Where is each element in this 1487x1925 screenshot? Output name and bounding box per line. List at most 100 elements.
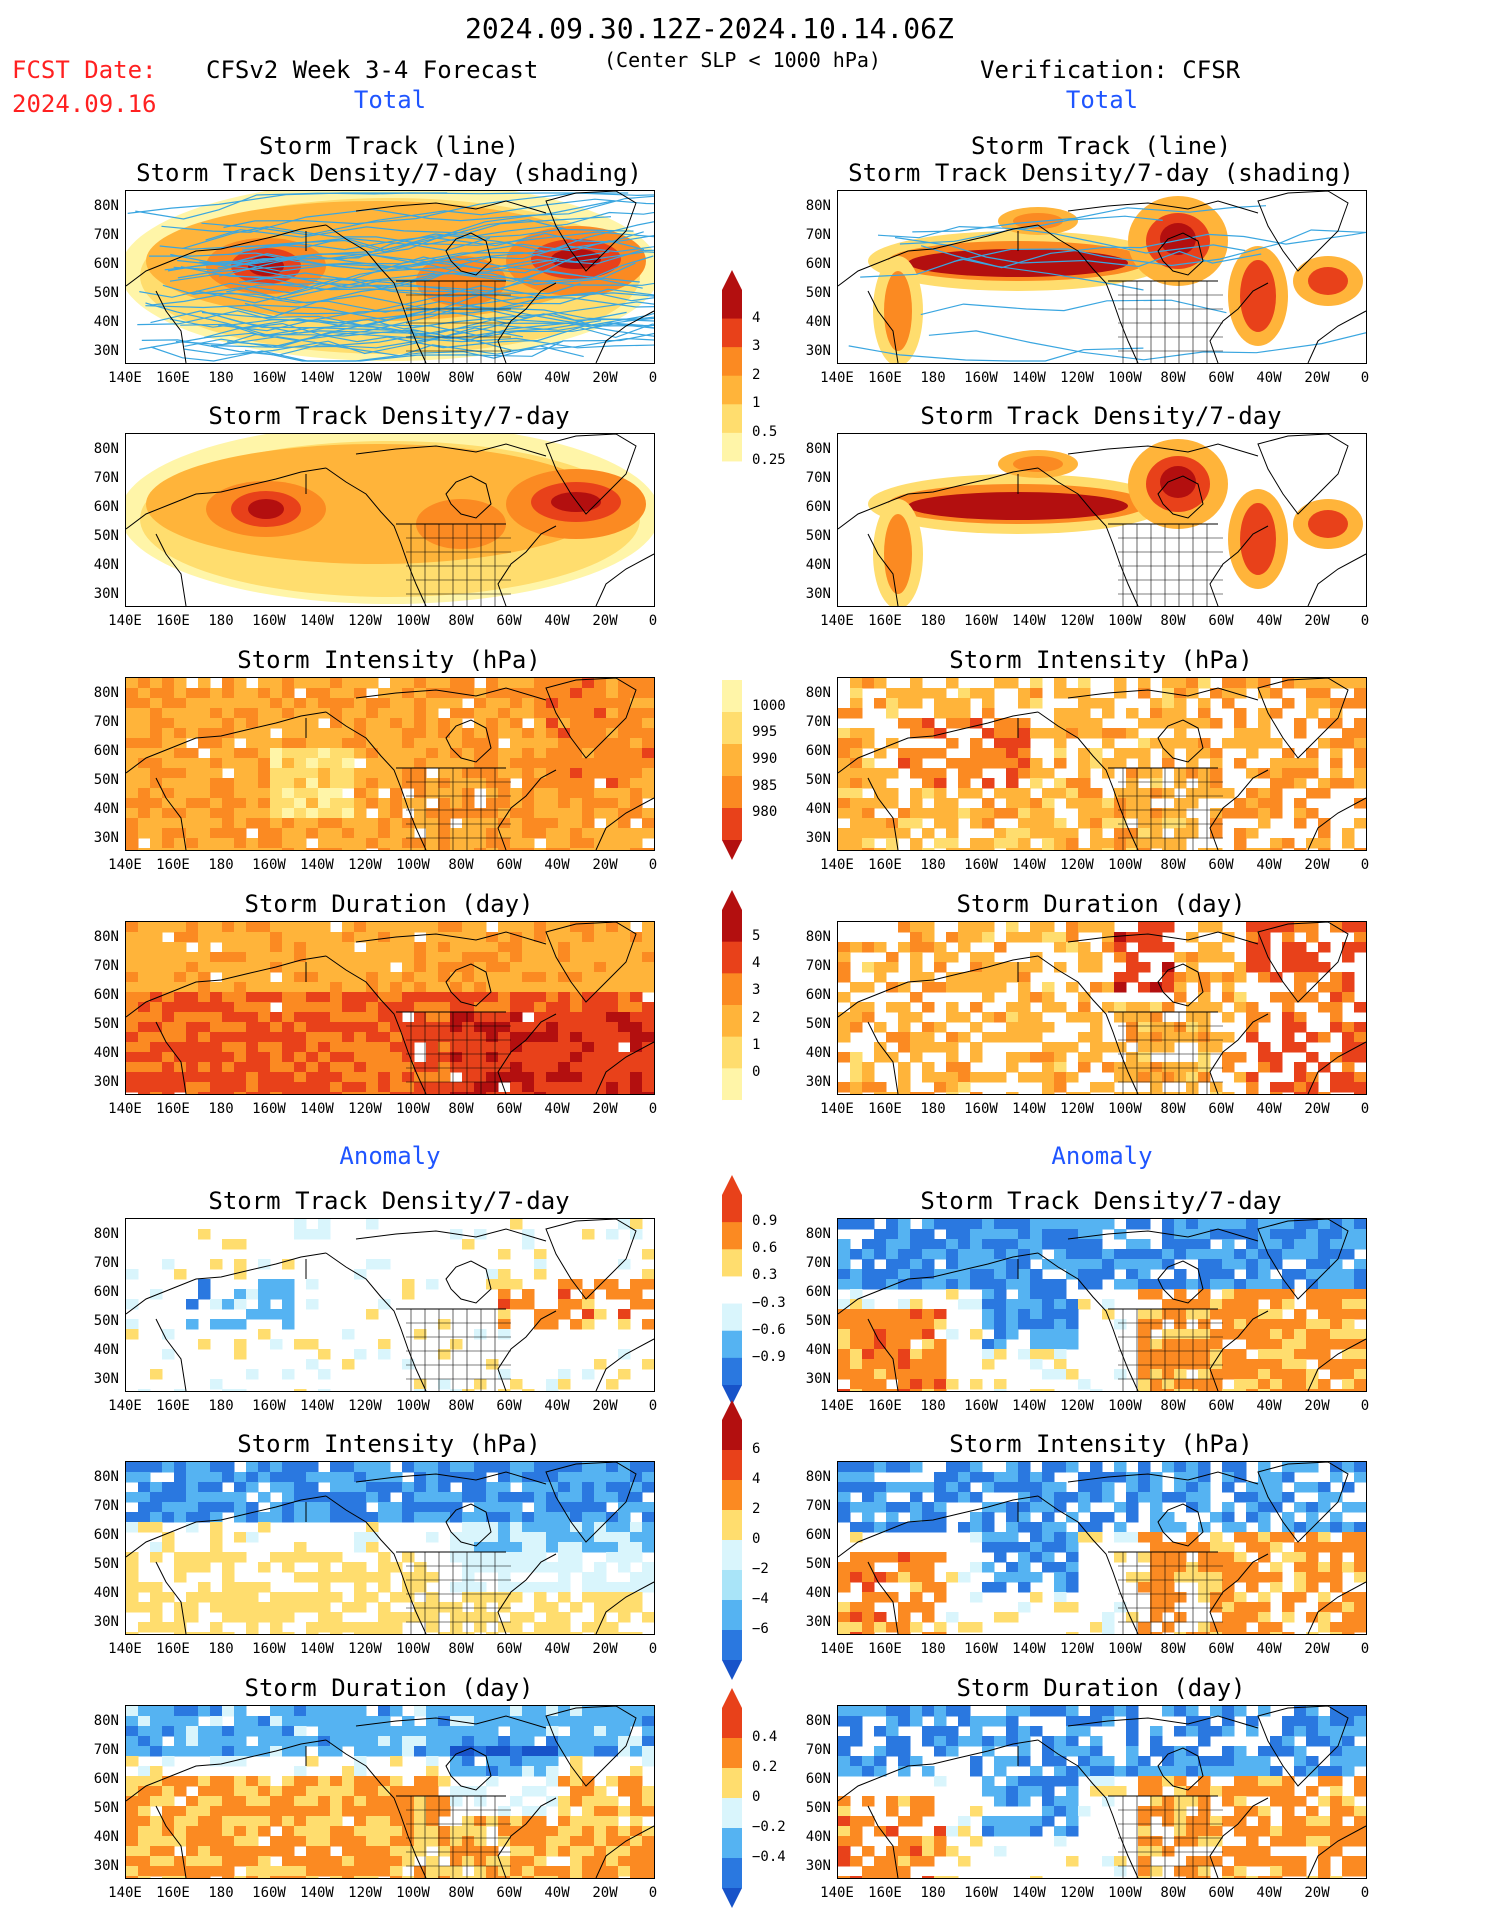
grid-cell: [462, 1012, 475, 1023]
grid-cell: [402, 828, 415, 839]
grid-cell: [1198, 1389, 1211, 1391]
grid-cell: [1162, 1522, 1175, 1533]
grid-cell: [982, 1072, 995, 1083]
grid-cell: [306, 1042, 319, 1053]
grid-cell: [294, 788, 307, 799]
grid-cell: [970, 1299, 983, 1310]
grid-cell: [970, 688, 983, 699]
grid-cell: [474, 962, 487, 973]
lon-tick-label: 140E: [820, 1101, 854, 1117]
grid-cell: [150, 1736, 163, 1747]
grid-cell: [462, 1532, 475, 1543]
grid-cell: [222, 1072, 235, 1083]
grid-cell: [910, 1249, 923, 1260]
grid-cell: [922, 848, 935, 850]
panel-title-line: Storm Track Density/7-day: [920, 1187, 1282, 1215]
grid-cell: [1114, 1319, 1127, 1330]
grid-cell: [862, 678, 875, 689]
grid-cell: [970, 808, 983, 819]
grid-cell: [354, 1532, 367, 1543]
grid-cell: [1054, 678, 1067, 689]
grid-cell: [850, 808, 863, 819]
grid-cell: [210, 688, 223, 699]
grid-cell: [1030, 1339, 1043, 1350]
grid-cell: [198, 848, 211, 850]
grid-cell: [570, 1756, 583, 1767]
grid-cell: [282, 1502, 295, 1513]
grid-cell: [850, 768, 863, 779]
grid-cell: [498, 778, 511, 789]
grid-cell: [462, 1052, 475, 1063]
grid-cell: [934, 1552, 947, 1563]
grid-cell: [922, 1329, 935, 1340]
grid-cell: [886, 1339, 899, 1350]
grid-cell: [910, 1622, 923, 1633]
grid-cell: [570, 718, 583, 729]
grid-cell: [234, 818, 247, 829]
grid-cell: [342, 758, 355, 769]
grid-cell: [426, 828, 439, 839]
grid-cell: [1090, 838, 1103, 849]
grid-cell: [294, 708, 307, 719]
grid-cell: [438, 1706, 451, 1717]
grid-cell: [922, 1582, 935, 1593]
grid-cell: [366, 738, 379, 749]
grid-cell: [1042, 788, 1055, 799]
grid-cell: [946, 678, 959, 689]
grid-cell: [354, 1786, 367, 1797]
grid-cell: [838, 1582, 851, 1593]
grid-cell: [378, 982, 391, 993]
grid-cell: [1042, 1532, 1055, 1543]
grid-cell: [594, 1592, 607, 1603]
grid-cell: [898, 1389, 911, 1391]
grid-cell: [198, 1592, 211, 1603]
grid-cell: [1306, 1349, 1319, 1360]
grid-cell: [994, 1219, 1007, 1230]
grid-cell: [1066, 1012, 1079, 1023]
grid-cell: [150, 808, 163, 819]
grid-cell: [630, 992, 643, 1003]
grid-cell: [630, 1532, 643, 1543]
grid-cell: [1030, 798, 1043, 809]
grid-cell: [330, 942, 343, 953]
grid-cell: [402, 778, 415, 789]
grid-cell: [910, 922, 923, 933]
grid-cell: [366, 1716, 379, 1727]
grid-cell: [1186, 1379, 1199, 1390]
grid-cell: [1162, 1349, 1175, 1360]
grid-cell: [1150, 1582, 1163, 1593]
grid-cell: [570, 1052, 583, 1063]
grid-cell: [390, 1072, 403, 1083]
grid-cell: [1138, 1582, 1151, 1593]
grid-cell: [1042, 1062, 1055, 1073]
grid-cell: [1354, 1042, 1366, 1053]
grid-cell: [838, 738, 851, 749]
lat-tick-label: 80N: [805, 441, 831, 457]
lon-tick-label: 140W: [1012, 1641, 1046, 1657]
grid-cell: [1042, 1389, 1055, 1391]
grid-cell: [558, 1092, 571, 1094]
grid-cell: [982, 1299, 995, 1310]
grid-cell: [126, 942, 139, 953]
grid-cell: [342, 1359, 355, 1370]
grid-cell: [886, 768, 899, 779]
grid-cell: [210, 1319, 223, 1330]
grid-cell: [1354, 678, 1366, 689]
grid-cell: [558, 778, 571, 789]
grid-cell: [246, 972, 259, 983]
grid-cell: [642, 758, 654, 769]
grid-cell: [486, 798, 499, 809]
grid-cell: [546, 1309, 559, 1320]
grid-cell: [462, 1592, 475, 1603]
grid-cell: [910, 1552, 923, 1563]
grid-cell: [138, 728, 151, 739]
grid-cell: [294, 1012, 307, 1023]
grid-cell: [330, 1612, 343, 1623]
grid-cell: [1282, 1602, 1295, 1613]
grid-cell: [138, 1472, 151, 1483]
grid-cell: [270, 1632, 283, 1634]
grid-cell: [946, 1259, 959, 1270]
grid-cell: [1018, 758, 1031, 769]
grid-cell: [306, 1552, 319, 1563]
grid-cell: [982, 728, 995, 739]
